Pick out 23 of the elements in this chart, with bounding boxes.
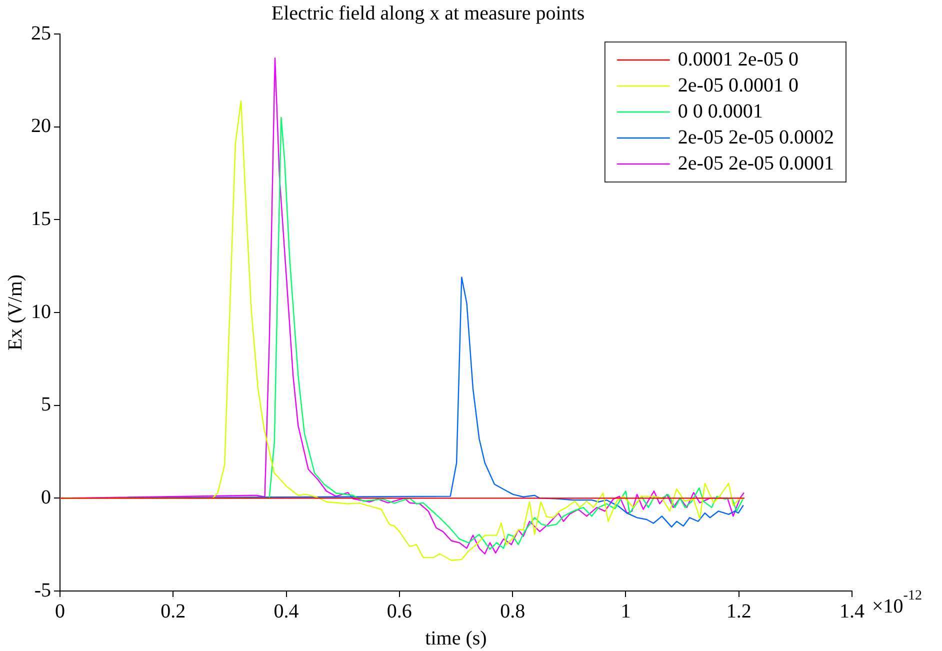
x-axis-title: time (s) [425, 627, 487, 650]
y-tick-label: 0 [41, 486, 51, 508]
chart-title: Electric field along x at measure points [271, 2, 585, 24]
x-tick-label: 1.2 [726, 600, 752, 622]
x-tick-label: 0.4 [274, 600, 299, 622]
y-tick-label: 5 [41, 394, 51, 416]
y-tick-label: 20 [31, 115, 51, 138]
legend-label: 2e-05 2e-05 0.0001 [678, 152, 834, 174]
legend-label: 0.0001 2e-05 0 [678, 48, 798, 70]
x-tick-label: 0.2 [160, 600, 186, 622]
x-tick-label: 1.4 [840, 600, 864, 622]
legend-label: 0 0 0.0001 [678, 100, 763, 122]
y-tick-label: 10 [31, 300, 51, 323]
x-tick-label: 1 [620, 600, 631, 622]
y-tick-label: -5 [34, 579, 51, 602]
y-axis-title: Ex (V/m) [4, 274, 26, 351]
x-tick-label: 0 [55, 600, 65, 622]
legend-label: 2e-05 0.0001 0 [678, 74, 798, 96]
y-tick-label: 15 [31, 208, 51, 230]
legend-label: 2e-05 2e-05 0.0002 [678, 126, 834, 148]
x-tick-label: 0.8 [500, 600, 526, 622]
x-tick-label: 0.6 [386, 600, 412, 622]
y-tick-label: 25 [31, 22, 51, 44]
